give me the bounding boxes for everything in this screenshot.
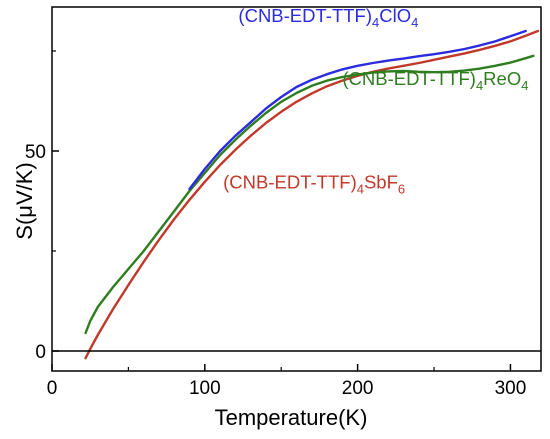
series-label-subscript: 4 [521,78,528,93]
series-label-text: (CNB-EDT-TTF) [342,68,476,89]
series-label-text: ReO [483,68,521,89]
series-label-2: (CNB-EDT-TTF)4SbF6 [223,172,405,197]
series-label-1: (CNB-EDT-TTF)4ReO4 [342,68,528,93]
x-tick-label: 200 [342,378,374,399]
series-line-1 [84,54,535,335]
series-line-2 [84,29,540,360]
series-label-subscript: 4 [372,15,379,30]
series-line-0 [188,29,527,191]
y-axis: 0 50 [25,50,59,363]
series-lines [84,29,540,360]
x-tick-label: 0 [47,378,58,399]
series-label-subscript: 4 [357,182,364,197]
series-label-text: (CNB-EDT-TTF) [223,172,357,193]
y-axis-title: S(μV/K) [12,162,37,239]
x-axis: 0 100 200 300 [47,364,527,399]
plot-frame [51,6,542,372]
series-label-text: SbF [364,172,398,193]
x-tick-label: 100 [189,378,221,399]
series-label-subscript: 4 [476,78,483,93]
series-label-subscript: 6 [398,182,405,197]
series-label-text: (CNB-EDT-TTF) [238,5,372,26]
series-labels: (CNB-EDT-TTF)4ClO4(CNB-EDT-TTF)4ReO4(CNB… [223,5,528,196]
series-label-0: (CNB-EDT-TTF)4ClO4 [238,5,418,30]
x-tick-label: 300 [495,378,527,399]
x-axis-title: Temperature(K) [215,405,368,430]
y-tick-label: 0 [35,342,46,363]
series-label-text: ClO [379,5,411,26]
series-label-subscript: 4 [411,15,418,30]
y-tick-label: 50 [25,142,46,163]
